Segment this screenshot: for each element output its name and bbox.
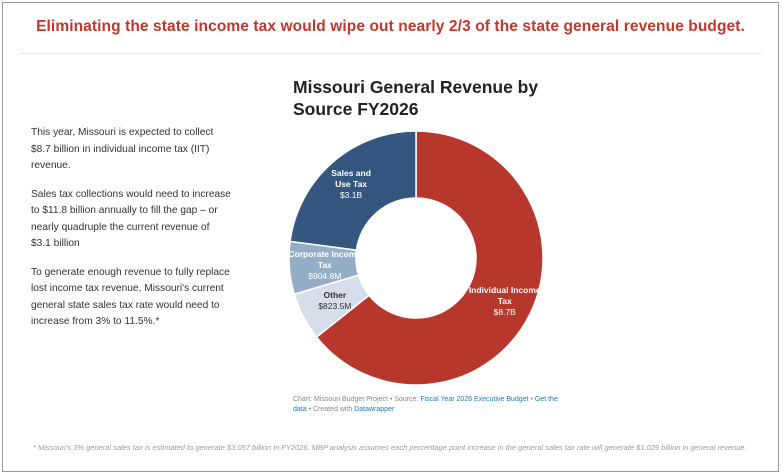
credits-created: • Created with [306,406,355,413]
chart-title: Missouri General Revenue by Source FY202… [293,77,539,119]
slice-label: Individual Income Tax $8.7B [469,285,541,317]
sidebar-paragraph: This year, Missouri is expected to colle… [31,127,214,171]
sidebar-paragraph: To generate enough revenue to fully repl… [31,266,230,328]
divider [20,53,761,54]
credits-prefix: Chart: Missouri Budget Project • Source: [293,396,421,403]
card-frame: Eliminating the state income tax would w… [2,2,779,472]
slice-label: Other $823.5M [318,290,351,311]
slice-label: Sales and Use Tax $3.1B [331,168,371,200]
datawrapper-link[interactable]: Datawrapper [354,406,395,413]
source-link[interactable]: Fiscal Year 2026 Executive Budget [420,396,529,403]
footnote: * Missouri's 3% general sales tax is est… [33,443,747,452]
sidebar-paragraph: Sales tax collections would need to incr… [31,188,231,250]
donut-chart: Individual Income Tax $8.7B Other $823.5M Cor… [288,130,544,386]
headline: Eliminating the state income tax would w… [36,18,745,35]
sidebar-text: This year, Missouri is expected to colle… [31,125,231,343]
donut-slice [289,130,417,252]
get-data-link[interactable]: Get the data [293,396,558,413]
slice-label: Corporate Income Tax $904.8M [288,249,361,281]
chart-credits: Chart: Missouri Budget Project • Source:… [293,395,573,415]
donut-slice [315,130,544,386]
credits-sep: • [528,396,535,403]
